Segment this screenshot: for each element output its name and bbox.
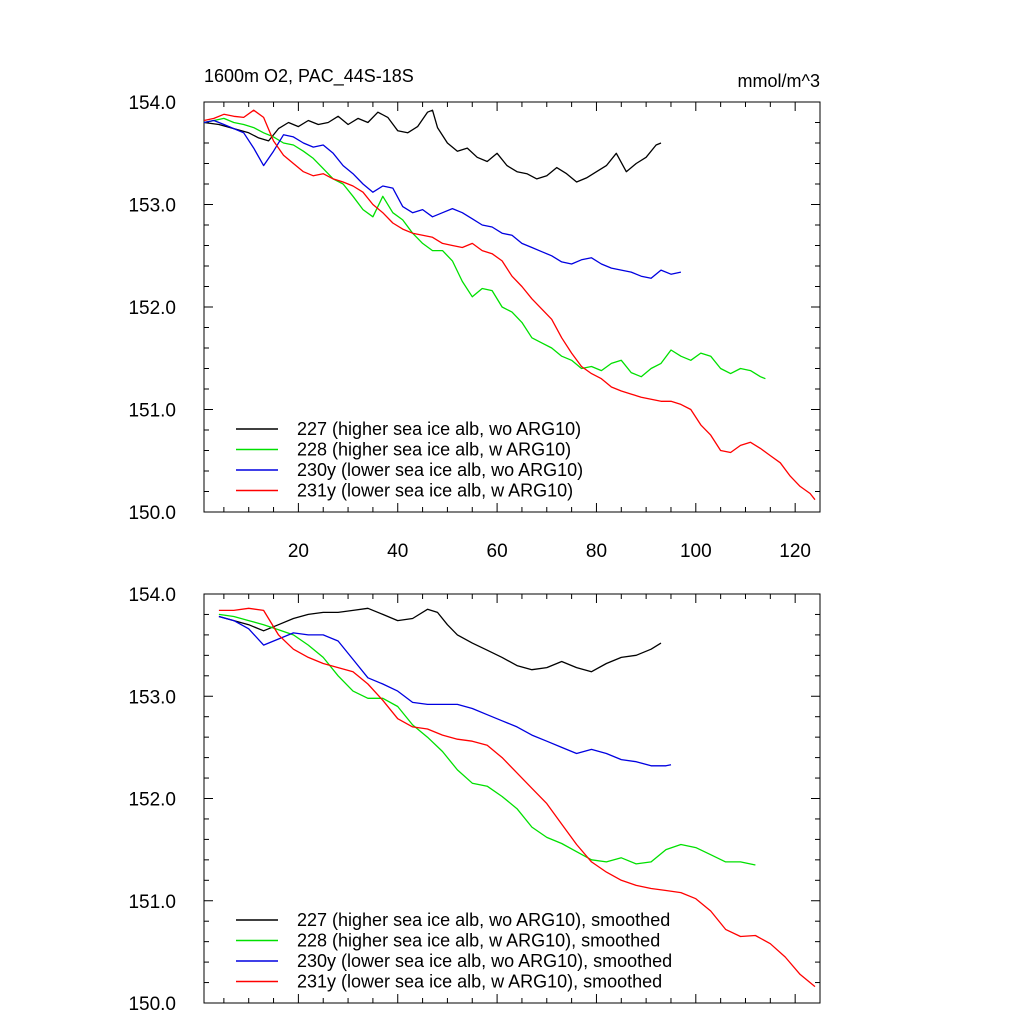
y-tick-label: 151.0	[128, 401, 176, 422]
legend-label: 228 (higher sea ice alb, w ARG10), smoot…	[297, 931, 660, 951]
series-line	[203, 109, 662, 183]
y-tick-label: 152.0	[128, 790, 176, 811]
legend-label: 230y (lower sea ice alb, wo ARG10)	[297, 460, 583, 480]
legend-label: 230y (lower sea ice alb, wo ARG10), smoo…	[297, 951, 672, 971]
y-tick-label: 153.0	[128, 196, 176, 217]
y-tick-label: 153.0	[128, 687, 176, 708]
units-label: mmol/m^3	[738, 71, 820, 91]
y-tick-label: 150.0	[128, 503, 176, 524]
y-tick-label: 150.0	[128, 994, 176, 1015]
y-tick-label: 154.0	[128, 585, 176, 606]
bottom-panel: 150.0 151.0 152.0 153.0 154.0 227 (higher sea…	[128, 585, 821, 1015]
legend-label: 231y (lower sea ice alb, w ARG10)	[297, 481, 573, 501]
x-tick-label: 100	[680, 541, 712, 562]
legend-label: 227 (higher sea ice alb, wo ARG10), smoo…	[297, 910, 670, 930]
x-tick-label: 80	[586, 541, 607, 562]
y-tick-label: 151.0	[128, 892, 176, 913]
series-line	[218, 615, 672, 767]
series-line	[218, 607, 816, 988]
legend-label: 231y (lower sea ice alb, w ARG10), smoot…	[297, 972, 662, 992]
series-line	[218, 607, 662, 673]
x-tick-label: 120	[779, 541, 811, 562]
x-tick-label: 40	[387, 541, 408, 562]
legend-label: 228 (higher sea ice alb, w ARG10)	[297, 440, 571, 460]
y-tick-label: 152.0	[128, 298, 176, 319]
figure-title: 1600m O2, PAC_44S-18S	[204, 66, 414, 87]
series-line	[218, 613, 756, 866]
series-line	[203, 109, 816, 501]
x-tick-label: 60	[487, 541, 508, 562]
series-line	[203, 119, 682, 279]
legend-label: 227 (higher sea ice alb, wo ARG10)	[297, 419, 581, 439]
top-panel: 150.0 151.0 152.0 153.0 154.0 20 40 60 80 100 120 2…	[128, 93, 821, 562]
y-tick-label: 154.0	[128, 93, 176, 114]
series-line	[203, 117, 766, 380]
x-tick-label: 20	[288, 541, 309, 562]
